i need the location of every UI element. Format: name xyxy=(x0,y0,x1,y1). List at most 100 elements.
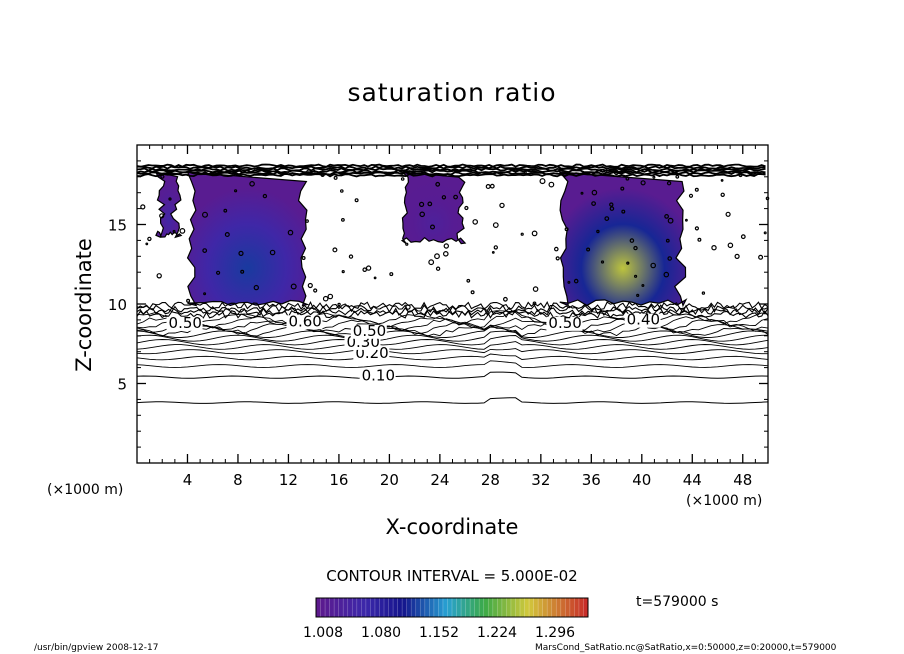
supersaturated-region xyxy=(154,171,183,239)
contour-speckle xyxy=(365,265,372,271)
contour-speckle xyxy=(701,291,706,295)
colorbar-swatch xyxy=(551,598,557,617)
contour-speckle xyxy=(269,249,276,256)
contour-label-bg xyxy=(166,316,203,331)
colorbar-swatch xyxy=(406,598,412,617)
colorbar-swatch xyxy=(374,598,380,617)
contour-speckle xyxy=(663,271,670,278)
colorbar-swatch xyxy=(488,598,494,617)
contour-line xyxy=(136,371,769,379)
contour-line xyxy=(136,353,769,361)
contour-speckle xyxy=(466,278,471,283)
colorbar-swatch xyxy=(492,598,498,617)
contour-speckle xyxy=(688,193,694,198)
contour-speckle xyxy=(485,184,491,190)
x-tick-label: 28 xyxy=(481,471,500,489)
contour-speckle xyxy=(435,181,441,187)
contour-speckle xyxy=(320,172,325,177)
colorbar-swatch xyxy=(365,598,371,617)
contour-interval-label: CONTOUR INTERVAL = 5.000E-02 xyxy=(326,567,578,585)
contour-label-bg xyxy=(344,335,381,350)
contour-speckle xyxy=(202,211,209,218)
colorbar-swatch xyxy=(338,598,344,617)
colorbar-swatch xyxy=(533,598,539,617)
colorbar-tick-label: 1.080 xyxy=(361,625,401,641)
contour-speckle xyxy=(145,242,149,246)
colorbar-swatch xyxy=(556,598,562,617)
x-tick-label: 48 xyxy=(733,471,752,489)
colorbar-swatch xyxy=(370,598,376,617)
colorbar-swatch xyxy=(452,598,457,617)
contour-speckle xyxy=(464,205,469,211)
contour-line xyxy=(136,310,769,329)
contour-speckle xyxy=(419,211,426,218)
contour-speckle xyxy=(564,227,569,232)
contour-speckle xyxy=(234,189,238,193)
contour-speckle xyxy=(339,189,344,193)
contour-speckle xyxy=(301,256,306,261)
contour-speckle xyxy=(313,288,318,293)
contour-speckle xyxy=(629,238,635,243)
contour-speckle xyxy=(636,293,640,297)
colorbar-swatch xyxy=(384,598,389,617)
colorbar-swatch xyxy=(497,598,503,617)
contour-speckle xyxy=(172,229,176,233)
colorbar-swatch xyxy=(329,598,335,617)
contour-speckle xyxy=(240,269,245,274)
colorbar-swatch xyxy=(356,598,362,617)
colorbar-swatch xyxy=(429,598,435,617)
x-unit-label-right: (×1000 m) xyxy=(686,493,763,509)
contour-speckle xyxy=(419,201,425,207)
colorbar-swatch xyxy=(560,598,566,617)
contour-speckle xyxy=(305,219,309,223)
colorbar-swatch xyxy=(456,598,462,617)
contour-speckle xyxy=(694,226,700,231)
contour-speckle xyxy=(626,261,630,265)
contour-speckle xyxy=(322,295,329,302)
contour-speckle xyxy=(650,262,657,269)
colorbar-swatch xyxy=(420,598,426,617)
contour-line-noisy xyxy=(136,300,769,311)
contour-speckle xyxy=(532,301,537,306)
contour-speckle xyxy=(262,193,268,199)
contour-label: 0.50 xyxy=(548,314,581,332)
colorbar-swatch xyxy=(433,598,439,617)
contour-speckle xyxy=(567,280,571,284)
contour-speckle xyxy=(307,282,313,289)
contour-speckle xyxy=(159,213,165,219)
colorbar-swatch xyxy=(379,598,385,617)
colorbar-swatch xyxy=(361,598,367,617)
contour-speckle xyxy=(531,230,538,237)
contour-speckle xyxy=(290,283,297,290)
colorbar-swatch xyxy=(574,598,580,617)
contour-speckle xyxy=(665,238,670,243)
colorbar-swatch xyxy=(520,598,525,617)
contour-label-bg xyxy=(624,313,661,328)
contour-label: 0.50 xyxy=(353,322,386,340)
contour-speckle xyxy=(548,181,555,188)
contour-line xyxy=(136,335,769,346)
contour-speckle xyxy=(734,253,740,259)
contour-speckle xyxy=(697,237,702,242)
contour-speckle xyxy=(333,175,338,180)
colorbar-swatch xyxy=(424,598,430,617)
contour-speckle xyxy=(694,187,699,192)
contour-speckle xyxy=(287,229,294,236)
footer-command: /usr/bin/gpview 2008-12-17 xyxy=(34,643,159,653)
contour-speckle xyxy=(179,227,186,234)
colorbar-swatch xyxy=(388,598,394,617)
contour-line xyxy=(136,326,769,338)
colorbar-swatch xyxy=(538,598,543,617)
y-tick-label: 15 xyxy=(108,217,127,235)
x-tick-label: 24 xyxy=(430,471,449,489)
contour-speckle xyxy=(532,286,539,292)
contour-speckle xyxy=(305,169,312,176)
contour-speckle xyxy=(591,189,598,196)
contour-speckle xyxy=(327,293,334,300)
colorbar-swatch xyxy=(506,598,512,617)
y-axis-label: Z-coordinate xyxy=(72,238,96,372)
contour-speckle xyxy=(555,256,560,261)
contour-speckle xyxy=(354,198,359,203)
colorbar-swatch xyxy=(483,598,489,617)
contour-speckle xyxy=(491,250,495,254)
